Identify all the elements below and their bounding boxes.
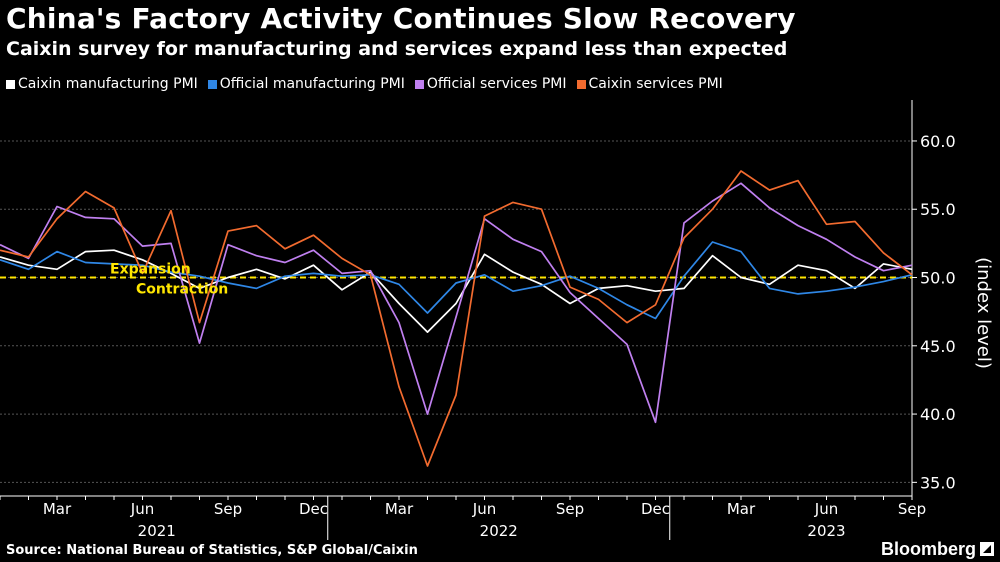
chart-subtitle: Caixin survey for manufacturing and serv… — [6, 38, 788, 60]
x-tick-label: Mar — [385, 500, 414, 518]
legend-swatch-caixin-manufacturing — [6, 79, 15, 89]
legend-item-official-services: Official services PMI — [414, 76, 567, 92]
expansion-label: Expansion — [110, 262, 191, 278]
x-tick-label: Sep — [556, 500, 584, 518]
y-tick-label: 35.0 — [920, 473, 956, 492]
series-group: Expansion Contraction — [0, 170, 913, 467]
legend-item-caixin-services: Caixin services PMI — [576, 76, 723, 92]
legend-label-caixin-manufacturing: Caixin manufacturing PMI — [18, 76, 198, 92]
x-year-label: 2023 — [807, 522, 845, 540]
gridlines — [0, 140, 912, 483]
chart-title: China's Factory Activity Continues Slow … — [6, 2, 796, 35]
x-year-label: 2022 — [480, 522, 518, 540]
series-line-caixin-services-pmi — [0, 170, 913, 467]
legend-label-official-services: Official services PMI — [426, 76, 567, 92]
x-tick-label: Mar — [43, 500, 72, 518]
legend-label-official-manufacturing: Official manufacturing PMI — [219, 76, 405, 92]
legend: Caixin manufacturing PMI Official manufa… — [6, 76, 723, 92]
x-year-label: 2021 — [138, 522, 176, 540]
y-tick-label: 40.0 — [920, 405, 956, 424]
contraction-label: Contraction — [136, 282, 228, 298]
legend-item-official-manufacturing: Official manufacturing PMI — [207, 76, 405, 92]
x-tick-label: Jun — [130, 500, 154, 518]
y-tick-label: 45.0 — [920, 337, 956, 356]
legend-swatch-caixin-services — [576, 79, 586, 89]
x-tick-label: Jun — [472, 500, 496, 518]
legend-label-caixin-services: Caixin services PMI — [588, 76, 723, 92]
x-tick-label: Dec — [641, 500, 670, 518]
axes: 35.0 40.0 45.0 50.0 55.0 60.0 Mar Jun Sep Dec Mar J… — [0, 100, 956, 540]
y-tick-label: 55.0 — [920, 200, 956, 219]
series-line-caixin-manufacturing-pmi — [0, 249, 913, 333]
x-tick-label: Sep — [898, 500, 926, 518]
x-tick-label: Jun — [814, 500, 838, 518]
y-tick-label: 60.0 — [920, 132, 956, 151]
x-tick-label: Sep — [214, 500, 242, 518]
source-note: Source: National Bureau of Statistics, S… — [6, 543, 418, 558]
x-tick-label: Mar — [727, 500, 756, 518]
legend-swatch-official-manufacturing — [207, 79, 217, 89]
x-tick-label: Dec — [299, 500, 328, 518]
series-line-official-services-pmi — [0, 182, 913, 424]
legend-item-caixin-manufacturing: Caixin manufacturing PMI — [6, 76, 198, 92]
brand-logo: Bloomberg — [880, 539, 976, 559]
y-tick-label: 50.0 — [920, 269, 956, 288]
series-line-official-manufacturing-pmi — [0, 241, 913, 320]
y-axis-label: (index level) — [973, 257, 994, 369]
bloomberg-square-icon — [980, 542, 994, 556]
legend-swatch-official-services — [414, 79, 424, 89]
